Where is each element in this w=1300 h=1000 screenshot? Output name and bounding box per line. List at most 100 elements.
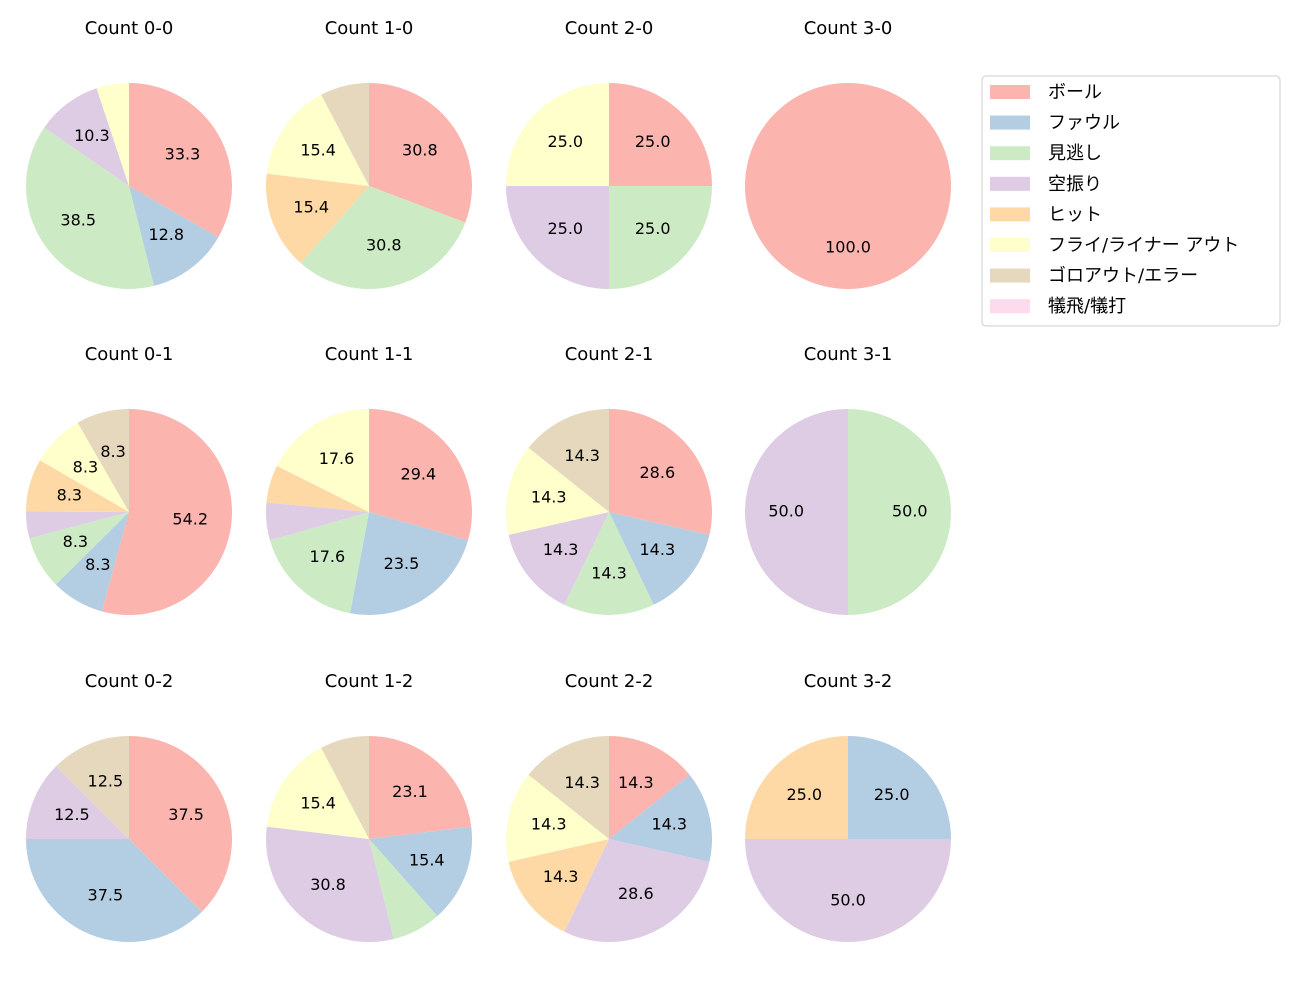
slice-label: 14.3 xyxy=(651,815,687,834)
pie-slice xyxy=(745,839,951,942)
legend-swatch xyxy=(990,146,1030,161)
slice-label: 12.5 xyxy=(54,805,90,824)
pie-slice xyxy=(369,826,473,917)
pie-slice xyxy=(564,512,654,616)
pie-slice xyxy=(369,409,472,541)
pie-slice xyxy=(508,839,609,932)
slice-label: 15.4 xyxy=(300,140,336,159)
slice-label: 29.4 xyxy=(401,464,437,483)
legend-swatch xyxy=(990,176,1030,191)
legend-swatch xyxy=(990,85,1030,99)
legend-label: ヒット xyxy=(1048,204,1102,225)
pie-slice xyxy=(300,186,466,289)
pie-slice xyxy=(506,447,609,535)
slice-label: 8.3 xyxy=(73,458,98,477)
legend-label: ゴロアウト/エラー xyxy=(1048,266,1198,287)
legend-label: ボール xyxy=(1048,82,1102,103)
slice-label: 17.6 xyxy=(310,547,346,566)
pie-slice xyxy=(266,747,369,839)
pie-slice xyxy=(369,83,472,223)
slice-label: 38.5 xyxy=(60,211,96,230)
pie-slice xyxy=(609,774,712,862)
chart-title: Count 3-1 xyxy=(804,344,893,365)
pie-slice xyxy=(609,83,712,186)
pie-slice xyxy=(55,512,130,612)
slice-label: 28.6 xyxy=(640,463,676,482)
slice-label: 30.8 xyxy=(366,236,402,255)
chart-title: Count 2-0 xyxy=(565,18,654,39)
slice-label: 25.0 xyxy=(874,785,910,804)
pie-slice xyxy=(349,512,469,615)
slice-label: 15.4 xyxy=(409,850,445,869)
chart-title: Count 3-2 xyxy=(804,671,893,692)
slice-label: 50.0 xyxy=(768,502,804,521)
pie-slice xyxy=(848,736,951,839)
pie-slice xyxy=(564,839,710,943)
slice-label: 30.8 xyxy=(310,875,346,894)
slice-label: 50.0 xyxy=(892,502,928,521)
pie-slice xyxy=(506,83,609,186)
pie-slice xyxy=(29,512,130,585)
slice-label: 25.0 xyxy=(547,132,583,151)
pie-slice xyxy=(321,736,369,839)
pie-slice xyxy=(609,409,712,535)
pie-slice xyxy=(129,83,233,238)
chart-title: Count 0-0 xyxy=(85,18,174,39)
chart-title: Count 2-1 xyxy=(565,344,654,365)
pie-slice xyxy=(39,422,129,512)
pie-slice xyxy=(266,94,369,186)
pie-slice xyxy=(96,83,129,186)
pie-slice xyxy=(101,409,232,616)
slice-label: 25.0 xyxy=(547,219,583,238)
pie-slice xyxy=(269,512,369,614)
slice-label: 14.3 xyxy=(564,446,600,465)
slice-label: 15.4 xyxy=(293,197,329,216)
pie-slice xyxy=(129,186,219,286)
slice-label: 25.0 xyxy=(635,132,671,151)
slice-label: 14.3 xyxy=(531,488,567,507)
pie-slice xyxy=(129,736,232,912)
pie-slice xyxy=(26,127,154,289)
legend-swatch xyxy=(990,299,1030,314)
chart-title: Count 1-0 xyxy=(325,18,414,39)
pie-slice xyxy=(26,766,129,839)
chart-title: Count 0-1 xyxy=(85,344,174,365)
pie-slice xyxy=(506,186,609,289)
pie-slice xyxy=(276,409,369,512)
slice-label: 8.3 xyxy=(85,555,110,574)
legend-label: 空振り xyxy=(1048,174,1102,195)
slice-label: 37.5 xyxy=(88,886,124,905)
legend-label: フライ/ライナー アウト xyxy=(1048,235,1239,256)
chart-title: Count 3-0 xyxy=(804,18,893,39)
slice-label: 23.5 xyxy=(384,554,420,573)
chart-title: Count 1-2 xyxy=(325,671,414,692)
pie-slice xyxy=(56,736,130,839)
legend-swatch xyxy=(990,268,1030,283)
slice-label: 50.0 xyxy=(830,890,866,909)
slice-label: 14.3 xyxy=(543,540,579,559)
slice-label: 8.3 xyxy=(57,485,82,504)
slice-label: 54.2 xyxy=(172,510,208,529)
pie-slice xyxy=(609,512,710,605)
legend-swatch xyxy=(990,115,1030,130)
chart-title: Count 2-2 xyxy=(565,671,654,692)
pie-slice xyxy=(506,774,609,862)
slice-label: 14.3 xyxy=(591,563,627,582)
pie-slice xyxy=(745,83,951,289)
pie-slice xyxy=(266,502,369,541)
pie-slice xyxy=(321,83,369,186)
pie-slice xyxy=(609,736,690,839)
legend-label: ファウル xyxy=(1048,113,1120,134)
slice-label: 14.3 xyxy=(618,773,654,792)
legend-label: 見逃し xyxy=(1048,143,1102,164)
slice-label: 8.3 xyxy=(100,442,125,461)
slice-label: 28.6 xyxy=(618,884,654,903)
slice-label: 23.1 xyxy=(392,782,428,801)
slice-label: 14.3 xyxy=(640,540,676,559)
slice-label: 12.8 xyxy=(148,225,184,244)
chart-title: Count 0-2 xyxy=(85,671,174,692)
pie-slice xyxy=(26,460,130,512)
chart-title: Count 1-1 xyxy=(325,344,414,365)
slice-label: 100.0 xyxy=(825,237,871,256)
pie-slice xyxy=(508,512,609,605)
